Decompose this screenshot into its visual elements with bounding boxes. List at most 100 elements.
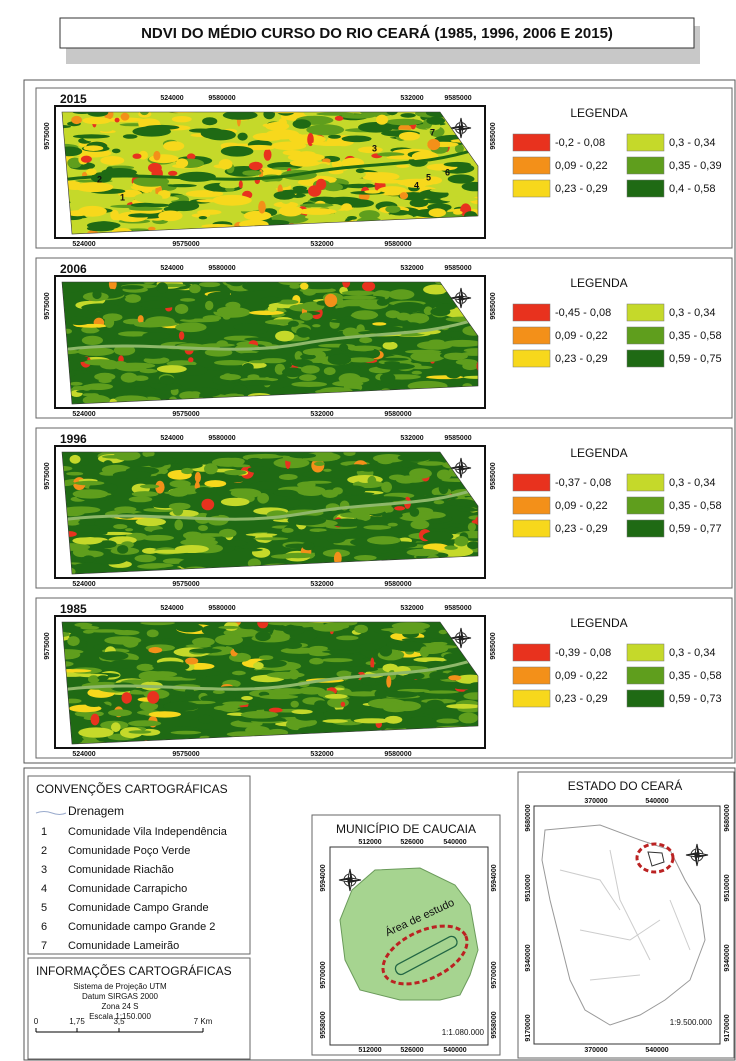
raster-patch: [175, 322, 206, 332]
raster-patch: [347, 357, 374, 362]
raster-patch: [70, 382, 83, 386]
legend-swatch: [627, 644, 664, 661]
raster-patch: [271, 142, 306, 151]
raster-patch: [164, 491, 196, 495]
legend-label: -0,2 - 0,08: [555, 137, 605, 149]
top-coordinate: 524000: [160, 605, 183, 612]
raster-patch: [396, 165, 409, 168]
raster-patch: [202, 625, 222, 635]
raster-patch: [436, 719, 459, 724]
raster-patch: [151, 115, 160, 119]
left-coordinate: 9570000: [320, 961, 327, 988]
raster-patch: [135, 555, 157, 563]
raster-patch: [448, 524, 465, 528]
raster-patch: [283, 150, 302, 155]
item-number: 4: [41, 883, 47, 895]
raster-patch: [168, 171, 177, 176]
raster-patch: [324, 294, 337, 307]
raster-patch: [198, 715, 213, 724]
raster-patch: [272, 167, 298, 170]
raster-patch: [62, 506, 100, 513]
raster-patch: [95, 555, 127, 564]
raster-patch: [300, 204, 334, 208]
raster-patch: [351, 312, 379, 319]
item-number: 2: [41, 845, 47, 857]
raster-patch: [325, 694, 348, 699]
info-line: Datum SIRGAS 2000: [82, 992, 159, 1001]
raster-patch: [428, 340, 444, 345]
raster-patch: [100, 156, 124, 165]
raster-patch: [356, 169, 366, 174]
raster-patch: [217, 307, 244, 316]
bottom-coordinate: 9575000: [172, 241, 199, 248]
raster-patch: [113, 471, 152, 479]
raster-patch: [238, 293, 246, 304]
legend-label: 0,35 - 0,58: [669, 500, 722, 512]
raster-patch: [220, 374, 241, 380]
raster-patch: [328, 354, 351, 365]
raster-patch: [388, 289, 414, 299]
raster-patch: [301, 365, 320, 373]
item-name: Comunidade Poço Verde: [68, 845, 190, 857]
raster-patch: [246, 533, 278, 536]
raster-patch: [410, 508, 420, 517]
legend-title: LEGENDA: [570, 106, 627, 120]
state-title: ESTADO DO CEARÁ: [568, 778, 682, 793]
raster-patch: [358, 122, 394, 133]
top-coordinate: 524000: [160, 265, 183, 272]
raster-patch: [367, 536, 401, 544]
raster-patch: [137, 564, 164, 569]
raster-patch: [255, 631, 271, 641]
raster-patch: [376, 115, 388, 125]
left-coordinate: 9575000: [44, 632, 51, 659]
panel-year: 1996: [60, 432, 87, 446]
raster-patch: [233, 323, 265, 330]
raster-patch: [398, 454, 431, 462]
raster-patch: [316, 179, 326, 190]
raster-patch: [123, 134, 138, 139]
raster-patch: [326, 534, 345, 543]
raster-patch: [400, 192, 408, 199]
raster-patch: [221, 498, 250, 506]
raster-patch: [233, 385, 248, 394]
raster-patch: [100, 127, 113, 131]
raster-patch: [402, 460, 412, 468]
raster-patch: [297, 486, 326, 496]
raster-patch: [249, 311, 284, 316]
raster-patch: [342, 291, 376, 296]
top-coordinate: 540000: [443, 839, 466, 846]
raster-patch: [360, 643, 380, 650]
raster-patch: [341, 702, 345, 707]
raster-patch: [459, 713, 479, 724]
item-number: 7: [41, 940, 47, 952]
raster-patch: [412, 371, 422, 375]
legend-title: LEGENDA: [570, 616, 627, 630]
raster-patch: [368, 476, 377, 486]
raster-patch: [84, 359, 116, 365]
raster-patch: [176, 624, 203, 633]
raster-patch: [427, 523, 450, 529]
raster-patch: [447, 499, 475, 506]
item-name: Comunidade Riachão: [68, 864, 174, 876]
legend-label: 0,09 - 0,22: [555, 330, 608, 342]
raster-patch: [323, 469, 331, 472]
top-coordinate: 9580000: [208, 265, 235, 272]
legend-label: 0,3 - 0,34: [669, 137, 715, 149]
legend-label: 0,23 - 0,29: [555, 183, 608, 195]
top-coordinate: 532000: [400, 605, 423, 612]
raster-patch: [384, 702, 402, 711]
raster-patch: [221, 540, 247, 546]
legend-label: 0,59 - 0,73: [669, 693, 722, 705]
raster-patch: [339, 344, 348, 352]
legend-label: 0,4 - 0,58: [669, 183, 715, 195]
raster-patch: [439, 483, 449, 494]
raster-patch: [323, 709, 362, 719]
raster-patch: [142, 535, 174, 541]
legend-swatch: [627, 157, 664, 174]
raster-patch: [74, 481, 104, 486]
legend-swatch: [513, 350, 550, 367]
item-number: 1: [41, 826, 47, 838]
raster-patch: [364, 190, 380, 194]
raster-patch: [314, 700, 327, 708]
raster-patch: [399, 132, 420, 141]
